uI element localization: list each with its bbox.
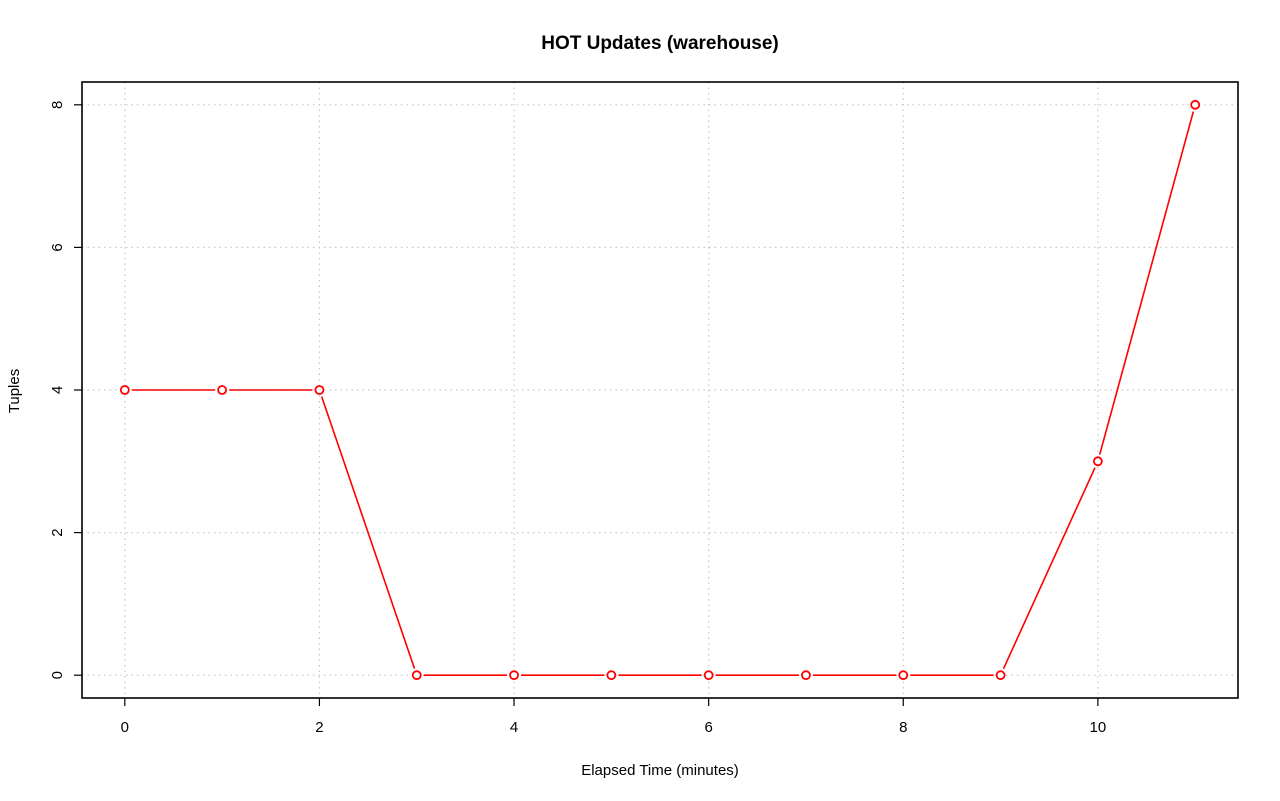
series-layer — [119, 99, 1201, 681]
series-line-segment — [320, 396, 416, 669]
data-point — [898, 670, 909, 681]
y-tick-label: 4 — [49, 386, 66, 394]
data-point — [1190, 99, 1201, 110]
x-tick-label: 0 — [121, 719, 129, 736]
x-tick-label: 2 — [315, 719, 323, 736]
data-point — [119, 385, 130, 395]
y-axis: 0 2 4 6 8 — [49, 101, 82, 679]
y-tick-label: 2 — [49, 528, 66, 536]
data-point — [217, 385, 228, 395]
data-point — [314, 385, 325, 395]
data-point — [703, 670, 714, 681]
data-point — [801, 670, 811, 681]
x-tick-label: 8 — [899, 719, 907, 736]
x-tick-label: 4 — [510, 719, 518, 736]
x-tick-label: 10 — [1090, 719, 1107, 736]
y-tick-label: 8 — [49, 101, 66, 109]
data-point — [606, 670, 617, 681]
x-tick-label: 6 — [704, 719, 712, 736]
series-line-segment — [1002, 467, 1096, 670]
chart-title: HOT Updates (warehouse) — [541, 33, 779, 54]
y-tick-label: 0 — [49, 671, 66, 679]
y-axis-label: Tuples — [6, 369, 23, 413]
data-point — [509, 670, 519, 681]
x-axis: 0 2 4 6 8 10 — [121, 698, 1107, 736]
data-point — [411, 670, 422, 681]
x-axis-label: Elapsed Time (minutes) — [581, 762, 739, 779]
data-point — [995, 670, 1006, 681]
series-line-segment — [1098, 111, 1195, 455]
data-point — [1092, 456, 1103, 467]
y-tick-label: 6 — [49, 243, 66, 251]
